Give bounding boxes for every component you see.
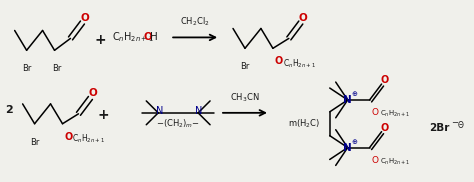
Text: C$_n$H$_{2n+1}$: C$_n$H$_{2n+1}$ [112, 31, 154, 44]
Text: C$_n$H$_{2n+1}$: C$_n$H$_{2n+1}$ [73, 133, 106, 145]
Text: Br: Br [30, 138, 39, 147]
Text: O: O [299, 13, 307, 23]
Text: −: − [451, 118, 458, 127]
Text: 2: 2 [5, 105, 12, 115]
Text: CH$_2$Cl$_2$: CH$_2$Cl$_2$ [180, 16, 210, 28]
Text: O: O [88, 88, 97, 98]
Text: O: O [275, 56, 283, 66]
Text: Br: Br [240, 62, 250, 71]
Text: +: + [95, 33, 106, 47]
Text: Br: Br [52, 64, 61, 73]
Text: ⊕: ⊕ [352, 139, 357, 145]
Text: O: O [372, 108, 379, 117]
Text: CH$_3$CN: CH$_3$CN [230, 91, 260, 104]
Text: C$_n$H$_{2n+1}$: C$_n$H$_{2n+1}$ [283, 57, 316, 70]
Text: C$_n$H$_{2n+1}$: C$_n$H$_{2n+1}$ [380, 109, 410, 119]
Text: N: N [343, 95, 352, 105]
Text: O: O [381, 123, 389, 133]
Text: ⊕: ⊕ [352, 91, 357, 97]
Text: Br: Br [22, 64, 31, 73]
Text: m(H$_2$C): m(H$_2$C) [288, 118, 320, 130]
Text: N: N [195, 106, 203, 116]
Text: +: + [98, 108, 109, 122]
Text: $-$(CH$_2$)$_m$$-$: $-$(CH$_2$)$_m$$-$ [156, 118, 200, 130]
Text: O: O [143, 32, 152, 42]
Text: O: O [64, 132, 73, 142]
Text: O: O [372, 155, 379, 165]
Text: C$_n$H$_{2n+1}$: C$_n$H$_{2n+1}$ [380, 157, 410, 167]
Text: H: H [150, 32, 158, 42]
Text: N: N [155, 106, 163, 116]
Text: N: N [343, 143, 352, 153]
Text: O: O [381, 75, 389, 85]
Text: Θ: Θ [457, 121, 463, 130]
Text: O: O [80, 13, 89, 23]
Text: 2Br: 2Br [429, 123, 450, 133]
